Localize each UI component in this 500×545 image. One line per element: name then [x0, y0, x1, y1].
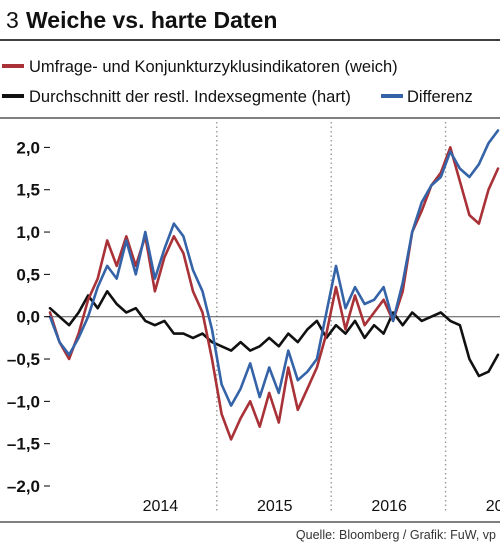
x-tick-label-1: 2015 [257, 498, 293, 515]
series-lines [48, 129, 500, 441]
x-axis-ticks: 2014 2015 2016 2017 [143, 498, 500, 515]
y-axis-ticks: –2,0 –1,5 –1,0 –0,5 0,0 0,5 1,0 1,5 2,0 [7, 138, 50, 496]
y-tick-label-3: –0,5 [7, 350, 40, 369]
legend-label-diff: Differenz [407, 88, 473, 106]
y-tick-label-2: –1,0 [7, 392, 40, 411]
header: 3 Weiche vs. harte Daten [6, 7, 277, 33]
series-line-diff [48, 129, 500, 407]
legend: Umfrage- und Konjunkturzyklusindikatoren… [2, 58, 473, 106]
x-tick-label-3: 2017 [486, 498, 500, 515]
y-tick-label-4: 0,0 [16, 308, 40, 327]
y-tick-label-8: 2,0 [16, 138, 40, 157]
series-line-hard [48, 290, 500, 378]
y-tick-label-1: –1,5 [7, 435, 40, 454]
legend-label-hard: Durchschnitt der restl. Indexsegmente (h… [29, 88, 351, 106]
x-tick-label-2: 2016 [371, 498, 407, 515]
y-tick-label-6: 1,0 [16, 223, 40, 242]
chart-title: Weiche vs. harte Daten [26, 7, 277, 33]
y-tick-label-7: 1,5 [16, 181, 40, 200]
source-note: Quelle: Bloomberg / Grafik: FuW, vp [296, 528, 496, 542]
series-line-soft [48, 146, 500, 441]
figure-number: 3 [6, 7, 19, 33]
y-tick-label-0: –2,0 [7, 477, 40, 496]
legend-label-soft: Umfrage- und Konjunkturzyklusindikatoren… [29, 58, 398, 76]
y-tick-label-5: 0,5 [16, 265, 40, 284]
x-tick-label-0: 2014 [143, 498, 179, 515]
